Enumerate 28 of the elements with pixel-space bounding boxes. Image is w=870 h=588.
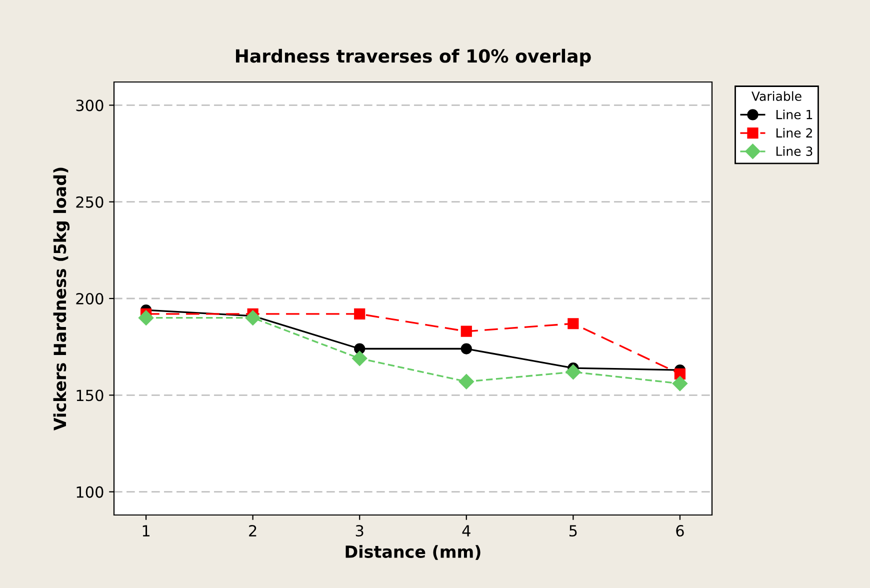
point xyxy=(354,308,366,320)
point xyxy=(245,310,260,326)
legend-label: Line 3 xyxy=(776,146,812,156)
y-tick-label: 250 xyxy=(76,196,104,208)
x-tick-label: 3 xyxy=(356,524,364,537)
x-tick-label: 6 xyxy=(676,524,684,537)
point xyxy=(566,364,581,380)
x-tick-label: 5 xyxy=(570,525,577,537)
legend-title: Variable xyxy=(752,91,802,101)
point xyxy=(460,343,472,354)
y-tick-label: 300 xyxy=(76,100,104,112)
x-axis-title: Distance (mm) xyxy=(346,545,480,560)
x-tick-label: 2 xyxy=(249,524,256,536)
point xyxy=(138,310,154,326)
point xyxy=(568,318,579,330)
y-tick-label: 100 xyxy=(76,486,104,498)
legend-label: Line 2 xyxy=(776,128,812,138)
y-axis-title: Vickers Hardness (5kg load) xyxy=(53,168,70,431)
point xyxy=(458,374,474,390)
chart-title: Hardness traverses of 10% overlap xyxy=(236,48,591,66)
point xyxy=(672,376,688,392)
point xyxy=(352,350,368,366)
point xyxy=(460,326,472,337)
legend-label: Line 1 xyxy=(776,110,812,120)
y-tick-label: 150 xyxy=(76,390,104,402)
x-tick-label: 1 xyxy=(142,525,150,536)
y-tick-label: 200 xyxy=(76,292,104,305)
x-tick-label: 4 xyxy=(462,525,470,536)
